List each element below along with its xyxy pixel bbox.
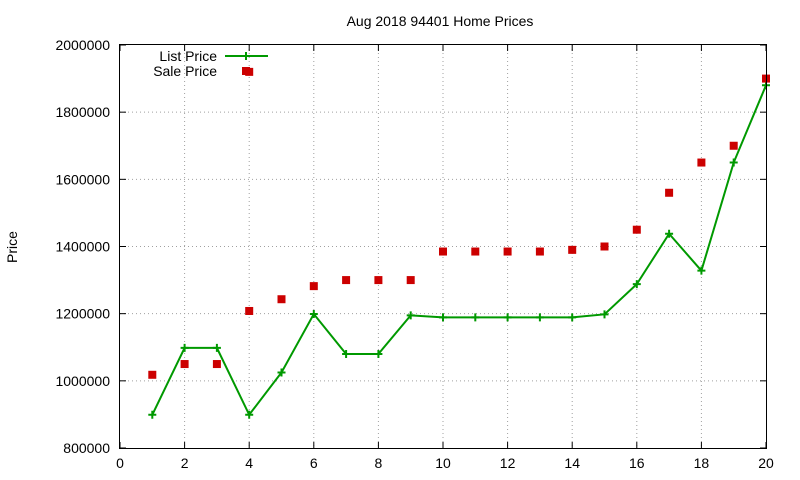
y-tick-label: 1400000 [55, 239, 110, 255]
list-price-line [151, 84, 767, 417]
sale-price-point [632, 225, 641, 234]
plot-frame [119, 44, 767, 449]
list-price-point [245, 410, 254, 419]
x-tick-label: 18 [694, 455, 710, 471]
x-tick-label: 6 [310, 455, 318, 471]
sale-price-point [180, 360, 189, 369]
y-tick-label: 1600000 [55, 171, 110, 187]
list-price-point [632, 280, 641, 289]
legend-label-sale-price: Sale Price [153, 63, 217, 79]
sale-price-point [600, 242, 609, 251]
list-price-point [665, 229, 674, 238]
sale-price-point [148, 370, 157, 379]
list-price-point [374, 349, 383, 358]
y-tick-label: 800000 [63, 440, 110, 456]
list-price-point [148, 410, 157, 419]
sale-price-point [665, 188, 674, 197]
sale-price-point [212, 360, 221, 369]
sale-price-point [535, 247, 544, 256]
sale-price-point [309, 282, 318, 291]
list-price-point [503, 313, 512, 322]
axis-ticks: 0 2 4 6 8 10 12 14 16 18 20 800000 1000000 1200000 140… [55, 37, 774, 471]
sale-price-point [568, 245, 577, 254]
list-price-point [309, 310, 318, 319]
x-tick-label: 8 [375, 455, 383, 471]
x-tick-label: 20 [758, 455, 774, 471]
list-price-point [600, 310, 609, 319]
y-tick-label: 1800000 [55, 104, 110, 120]
x-tick-label: 10 [435, 455, 451, 471]
list-price-point [277, 368, 286, 377]
legend-marker-list-price [242, 52, 250, 60]
list-price-point [439, 313, 447, 322]
sale-price-point [729, 141, 738, 150]
sale-price-point [471, 247, 480, 256]
list-price-point [535, 313, 544, 322]
sale-price-point [406, 276, 415, 285]
grid [120, 45, 766, 448]
list-price-point [212, 343, 221, 352]
legend-marker-sale-price [242, 67, 250, 75]
list-price-point [342, 349, 351, 358]
sale-price-point [697, 158, 706, 167]
x-tick-label: 12 [500, 455, 516, 471]
x-tick-label: 0 [116, 455, 124, 471]
chart-title: Aug 2018 94401 Home Prices [347, 13, 534, 29]
sale-price-point [342, 276, 351, 285]
y-axis-label: Price [4, 231, 20, 263]
y-tick-label: 2000000 [55, 37, 110, 53]
sale-price-point [503, 247, 512, 256]
x-tick-label: 4 [245, 455, 253, 471]
x-tick-label: 14 [564, 455, 580, 471]
sale-price-point [439, 247, 447, 256]
x-tick-label: 16 [629, 455, 645, 471]
series-layer [148, 67, 770, 419]
list-price-point [406, 311, 415, 320]
sale-price-point [277, 295, 286, 304]
list-price-point [471, 313, 480, 322]
sale-price-point [374, 276, 383, 285]
y-tick-label: 1000000 [55, 373, 110, 389]
list-price-point [729, 158, 738, 167]
x-tick-label: 2 [181, 455, 189, 471]
list-price-point [180, 343, 189, 352]
y-tick-label: 1200000 [55, 306, 110, 322]
list-price-point [568, 313, 577, 322]
legend-label-list-price: List Price [159, 48, 217, 64]
sale-price-point [245, 306, 254, 315]
list-price-point [697, 266, 706, 275]
